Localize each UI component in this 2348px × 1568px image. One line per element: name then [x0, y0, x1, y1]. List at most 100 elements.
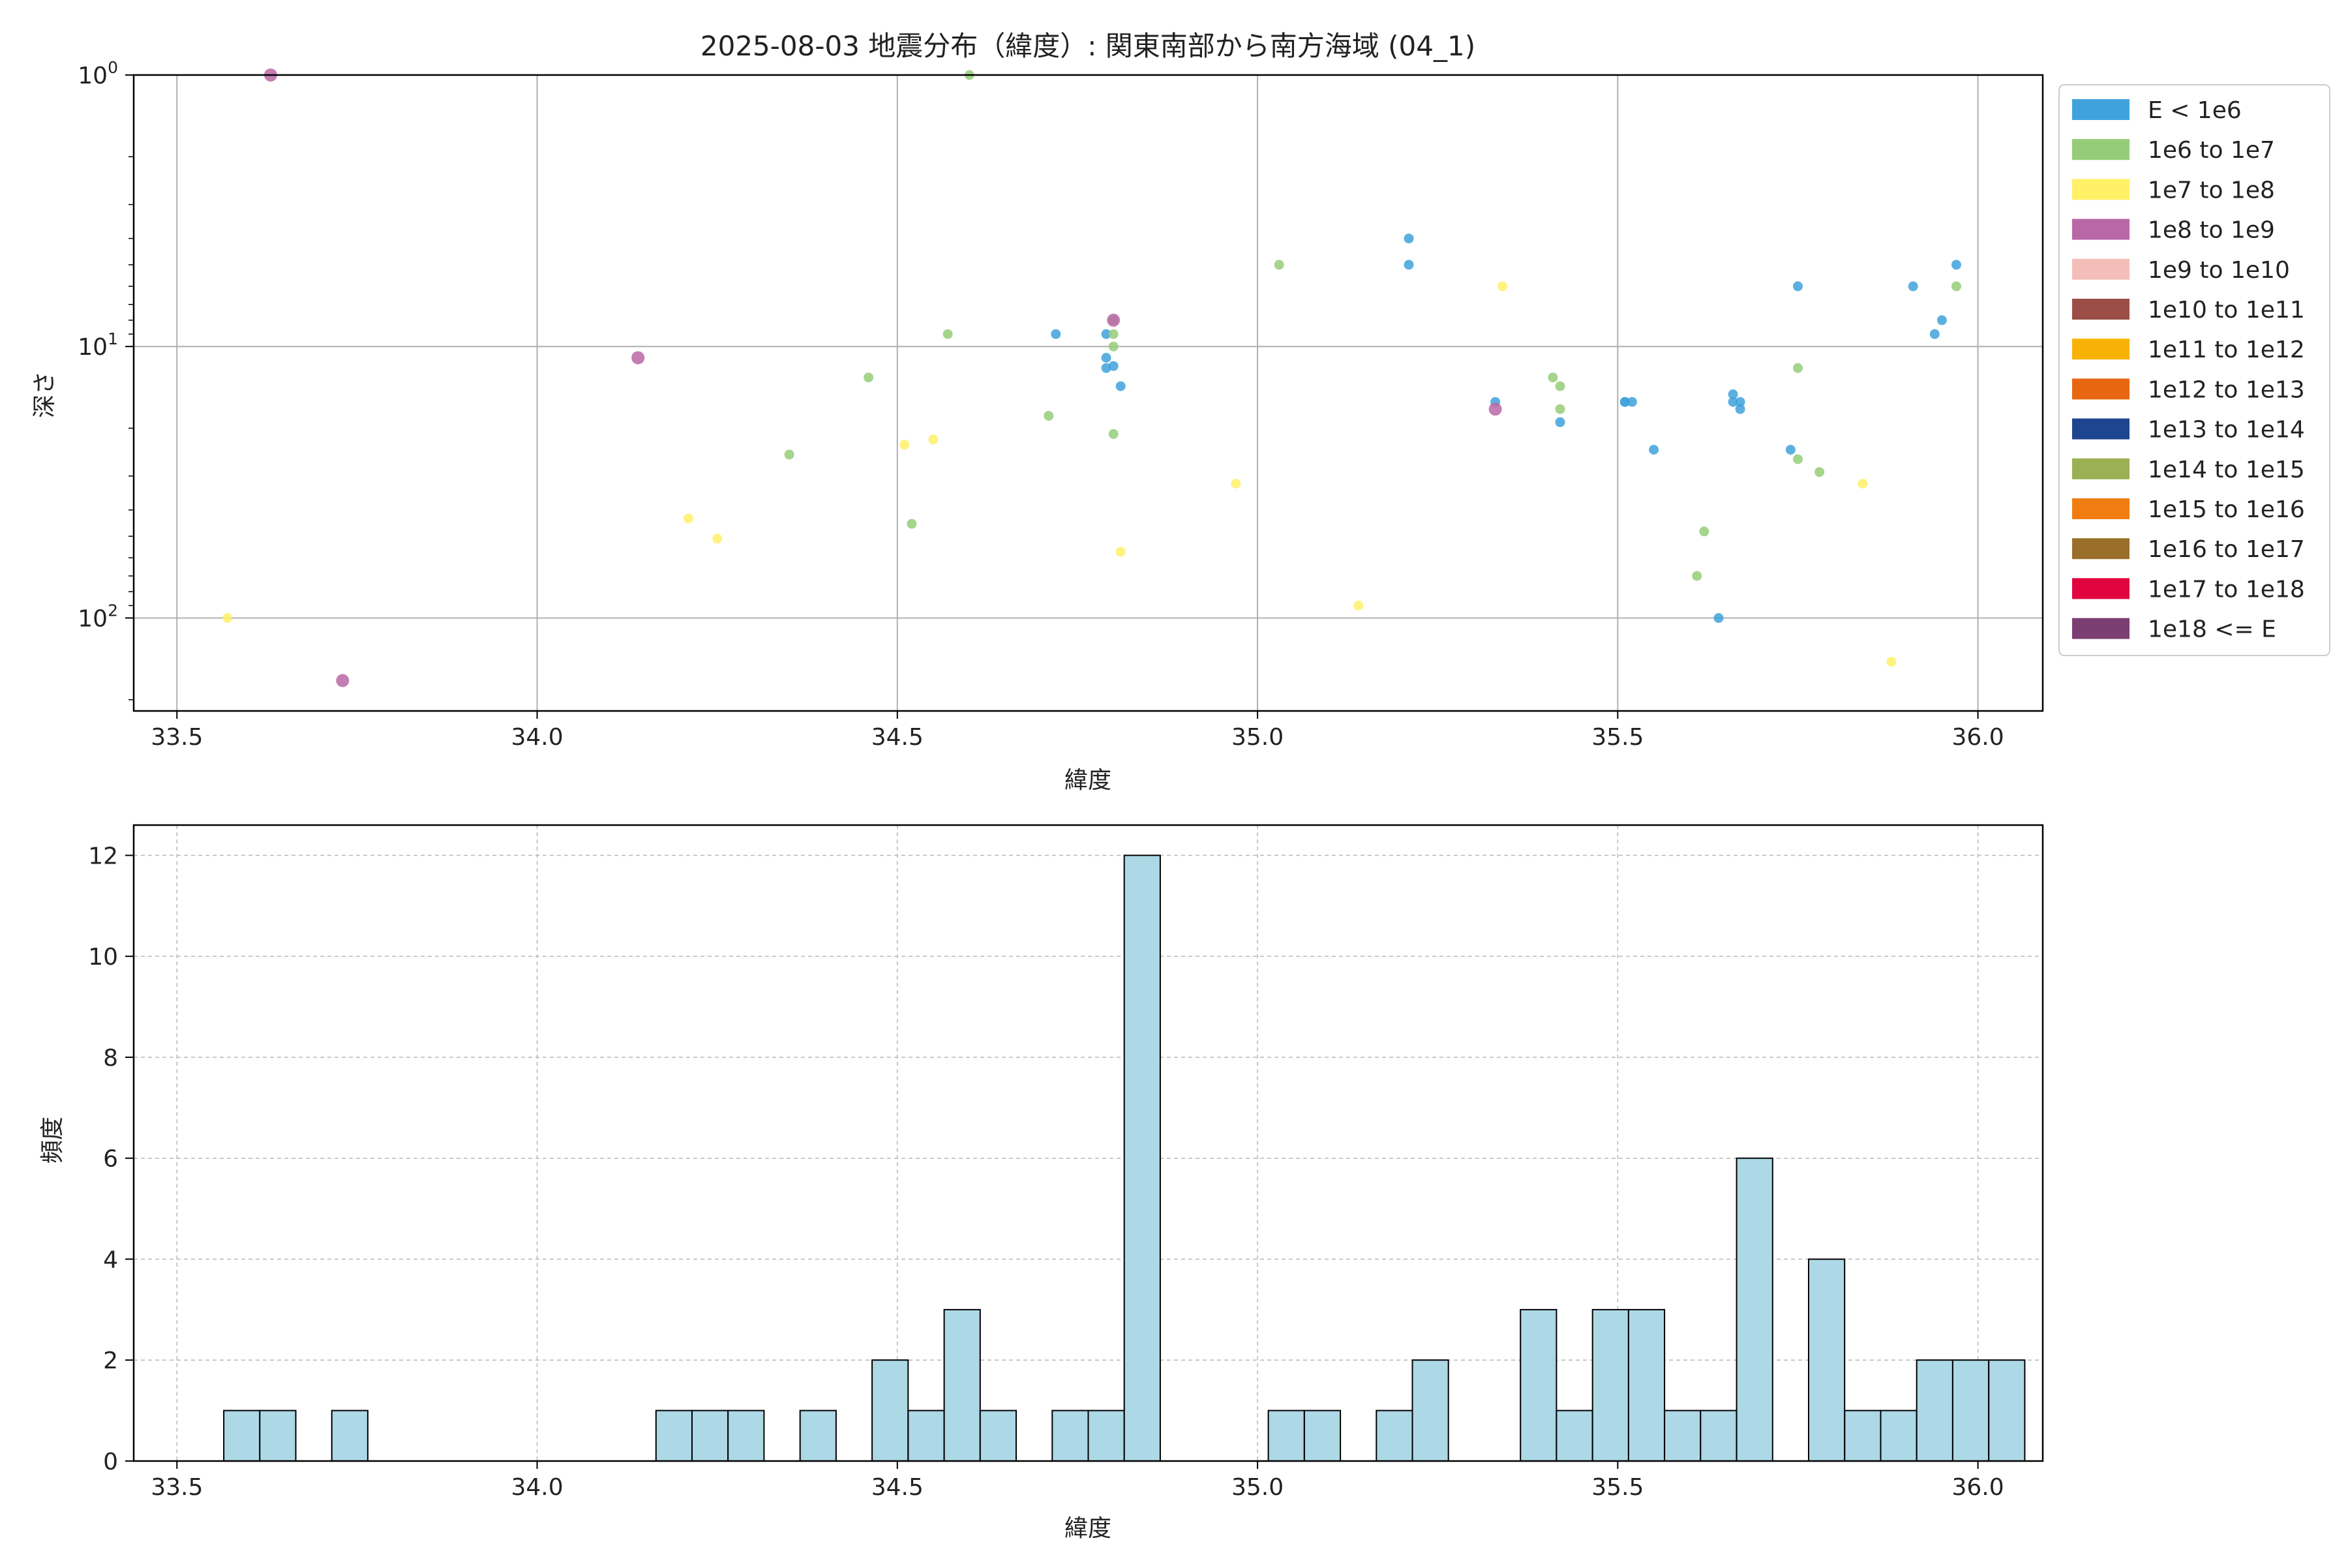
histogram-bar	[1808, 1258, 1846, 1462]
histogram-bar	[655, 1410, 693, 1462]
histogram-bar	[1627, 1308, 1666, 1462]
histogram-bar	[1376, 1410, 1413, 1462]
scatter-y-axis-label: 深さ	[31, 371, 58, 418]
scatter-point	[1728, 389, 1738, 399]
scatter-point	[684, 513, 693, 524]
scatter-point	[1108, 341, 1119, 352]
scatter-point	[907, 519, 917, 529]
histogram-plot-frame	[132, 824, 2044, 1462]
histogram-bar	[1411, 1359, 1449, 1462]
scatter-point	[336, 674, 350, 687]
scatter-point	[1936, 315, 1947, 325]
scatter-point	[1908, 281, 1918, 292]
scatter-point	[1548, 372, 1558, 383]
histogram-bar	[1087, 1410, 1125, 1462]
histogram-bar	[1844, 1410, 1882, 1462]
histogram-bar	[1880, 1410, 1918, 1462]
histogram-bar	[871, 1359, 909, 1462]
scatter-x-tick-label: 34.0	[511, 724, 563, 751]
scatter-y-tick-label: 100	[78, 58, 118, 89]
legend-label: 1e13 to 1e14	[2148, 417, 2305, 444]
histogram-bar	[1951, 1359, 1990, 1462]
scatter-point	[1404, 234, 1414, 244]
legend-label: 1e11 to 1e12	[2148, 337, 2305, 363]
histogram-x-tick-label: 33.5	[151, 1474, 203, 1501]
histogram-bar	[1591, 1308, 1629, 1462]
scatter-point	[864, 372, 874, 383]
legend-box	[2058, 84, 2330, 656]
histogram-x-tick-label: 35.5	[1591, 1474, 1644, 1501]
scatter-point	[1498, 281, 1508, 292]
scatter-point	[1814, 467, 1825, 477]
scatter-point	[1101, 353, 1111, 363]
legend-swatch	[2072, 179, 2130, 200]
histogram-bar	[1664, 1410, 1702, 1462]
scatter-point	[1793, 363, 1803, 373]
histogram-bar	[1916, 1359, 1953, 1462]
histogram-bar	[1051, 1410, 1089, 1462]
histogram-bar	[907, 1410, 945, 1462]
scatter-point	[1951, 260, 1961, 270]
histogram-x-tick-label: 36.0	[1952, 1474, 2004, 1501]
scatter-point	[784, 449, 794, 460]
legend-swatch	[2072, 139, 2130, 160]
scatter-plot: 33.5 34.0 34.5 35.0 35.5 36.0 100 101 102	[78, 58, 2044, 751]
histogram-bar	[799, 1410, 837, 1462]
scatter-point	[1115, 547, 1126, 557]
scatter-point	[1728, 397, 1738, 407]
scatter-y-tick-label: 101	[78, 329, 118, 361]
scatter-point	[1619, 397, 1630, 407]
histogram-bar	[943, 1308, 981, 1462]
scatter-point	[1886, 657, 1897, 667]
histogram-bar	[727, 1410, 765, 1462]
scatter-y-tick-label: 102	[78, 601, 118, 632]
scatter-x-tick-label: 35.0	[1231, 724, 1284, 751]
scatter-point	[1699, 526, 1709, 537]
legend-swatch	[2072, 219, 2130, 240]
legend-swatch	[2072, 458, 2130, 479]
histogram-bar	[691, 1410, 729, 1462]
legend-label: 1e12 to 1e13	[2148, 376, 2305, 403]
scatter-point	[1929, 329, 1940, 339]
scatter-point	[899, 440, 910, 450]
scatter-x-tick-label: 36.0	[1952, 724, 2004, 751]
scatter-point	[1107, 313, 1121, 327]
histogram-y-tick-label: 4	[103, 1246, 118, 1273]
scatter-plot-frame	[132, 74, 2044, 712]
scatter-point	[1115, 381, 1126, 391]
scatter-point	[1101, 363, 1111, 373]
histogram-y-tick-label: 0	[103, 1449, 118, 1475]
histogram-y-tick-label: 2	[103, 1348, 118, 1374]
histogram-y-axis-label: 頻度	[39, 1117, 66, 1164]
scatter-point	[1044, 411, 1054, 421]
scatter-point	[1649, 445, 1659, 455]
scatter-point	[1231, 479, 1241, 489]
histogram-bar	[979, 1410, 1017, 1462]
scatter-point	[1051, 329, 1061, 339]
legend-label: 1e15 to 1e16	[2148, 496, 2305, 523]
histogram-bar	[1303, 1410, 1342, 1462]
scatter-title: 2025-08-03 地震分布（緯度）: 関東南部から南方海域 (04_1)	[700, 30, 1475, 62]
histogram-bar	[223, 1410, 261, 1462]
histogram-bar	[259, 1410, 297, 1462]
scatter-point	[1555, 381, 1565, 391]
scatter-point	[712, 534, 723, 544]
legend-swatch	[2072, 258, 2130, 280]
scatter-x-tick-label: 35.5	[1591, 724, 1644, 751]
scatter-point	[1101, 329, 1111, 339]
histogram-bar	[1700, 1410, 1738, 1462]
legend-swatch	[2072, 578, 2130, 599]
scatter-point	[1735, 397, 1745, 407]
legend-swatch	[2072, 418, 2130, 440]
legend: E < 1e6 1e6 to 1e7 1e7 to 1e8 1e8 to 1e9 1e9…	[2058, 84, 2330, 656]
legend-swatch	[2072, 339, 2130, 360]
legend-label: 1e17 to 1e18	[2148, 576, 2305, 603]
histogram-bar	[1520, 1308, 1558, 1462]
legend-swatch	[2072, 99, 2130, 120]
legend-label: 1e9 to 1e10	[2148, 257, 2290, 284]
scatter-point	[1793, 454, 1803, 464]
scatter-point	[1555, 417, 1565, 427]
